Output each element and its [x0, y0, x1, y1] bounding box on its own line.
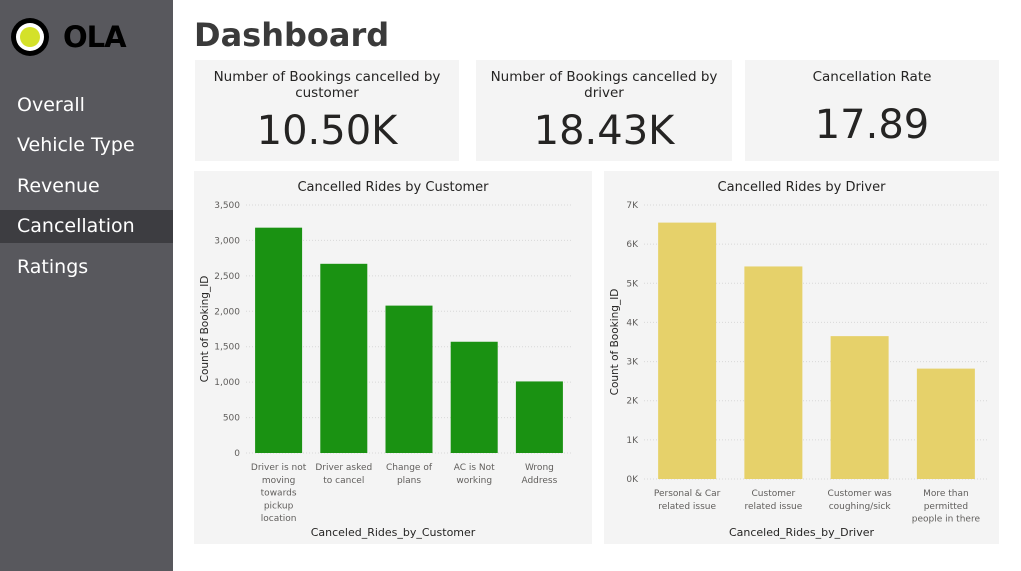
y-tick-label: 6K	[626, 240, 639, 250]
y-tick-label: 4K	[626, 318, 639, 328]
y-tick-label: 1K	[626, 436, 639, 446]
x-axis-label: Canceled_Rides_by_Driver	[728, 526, 875, 539]
bar	[320, 263, 368, 453]
bar	[255, 227, 303, 453]
x-tick-label: AC is Not working	[454, 463, 495, 486]
bar-chart-customer: 0 500 1,000 1,500 2,000 2,500 3,000 3,500 Count …	[199, 201, 572, 524]
x-tick-label: Customer related issue	[744, 489, 802, 512]
y-tick-label: 500	[223, 414, 240, 424]
sidebar-item-ratings[interactable]: Ratings	[0, 251, 173, 284]
page-title: Dashboard	[194, 16, 390, 54]
brand-logo: OLA	[10, 17, 130, 57]
x-tick-label: More than permitted people in there	[912, 489, 981, 525]
chart-title: Cancelled Rides by Customer	[297, 180, 489, 195]
sidebar-item-label: Vehicle Type	[17, 134, 135, 156]
kpi-card-value: 10.50K	[256, 108, 398, 154]
y-tick-label: 7K	[626, 201, 639, 211]
y-tick-label: 0	[234, 449, 240, 459]
y-tick-label: 2K	[626, 397, 639, 407]
x-axis-label: Canceled_Rides_by_Customer	[310, 526, 476, 539]
y-tick-label: 3,500	[214, 201, 240, 211]
bar	[515, 381, 563, 453]
sidebar: OLA Overall Vehicle Type Revenue Cancell…	[0, 0, 173, 571]
x-tick-label: Wrong Address	[521, 463, 557, 486]
sidebar-item-label: Cancellation	[17, 215, 135, 237]
x-tick-label: Driver asked to cancel	[315, 463, 372, 486]
sidebar-item-vehicle-type[interactable]: Vehicle Type	[0, 129, 173, 162]
sidebar-item-overall[interactable]: Overall	[0, 89, 173, 122]
y-axis-label: Count of Booking_ID	[609, 289, 621, 396]
kpi-card-value: 18.43K	[533, 108, 675, 154]
bar	[744, 266, 803, 479]
kpi-card-cancellation-rate: Cancellation Rate 17.89	[745, 60, 999, 161]
kpi-card-driver-cancellations: Number of Bookings cancelled by driver 1…	[476, 60, 732, 161]
y-axis-label: Count of Booking_ID	[199, 276, 211, 383]
bar	[450, 341, 498, 453]
sidebar-item-cancellation[interactable]: Cancellation	[0, 210, 173, 243]
y-tick-label: 3,000	[214, 236, 240, 246]
kpi-card-value: 17.89	[814, 102, 930, 148]
chart-cancelled-by-customer: Cancelled Rides by Customer 0 500 1,000 1,5…	[194, 171, 592, 544]
bar	[830, 336, 889, 479]
brand-name: OLA	[63, 20, 127, 54]
kpi-card-customer-cancellations: Number of Bookings cancelled by customer…	[195, 60, 459, 161]
chart-cancelled-by-driver: Cancelled Rides by Driver 0K 1K 2K 3K 4K 5K 6K…	[604, 171, 999, 544]
kpi-card-title: Cancellation Rate	[812, 69, 932, 85]
y-tick-label: 3K	[626, 358, 639, 368]
sidebar-item-label: Overall	[17, 94, 85, 116]
y-tick-label: 1,000	[214, 378, 240, 388]
sidebar-item-label: Ratings	[17, 256, 89, 278]
y-tick-label: 2,500	[214, 272, 240, 282]
x-tick-label: Personal & Car related issue	[654, 489, 721, 512]
logo-icon	[11, 18, 49, 56]
y-tick-label: 1,500	[214, 343, 240, 353]
bar-chart-driver: 0K 1K 2K 3K 4K 5K 6K 7K Count of Booking_ID Perso…	[609, 201, 989, 525]
x-tick-label: Customer was coughing/sick	[828, 489, 892, 512]
y-tick-label: 2,000	[214, 307, 240, 317]
x-tick-label: Change of plans	[386, 463, 433, 486]
bar	[658, 222, 717, 479]
kpi-card-title: Number of Bookings cancelled by driver	[490, 69, 718, 101]
x-tick-label: Driver is not moving towards pickup location	[251, 463, 307, 524]
kpi-card-title: Number of Bookings cancelled by customer	[213, 69, 441, 101]
bar	[385, 305, 433, 453]
chart-title: Cancelled Rides by Driver	[717, 180, 886, 195]
sidebar-item-revenue[interactable]: Revenue	[0, 170, 173, 203]
sidebar-item-label: Revenue	[17, 175, 100, 197]
y-tick-label: 5K	[626, 279, 639, 289]
y-tick-label: 0K	[626, 475, 639, 485]
bar	[916, 368, 975, 479]
